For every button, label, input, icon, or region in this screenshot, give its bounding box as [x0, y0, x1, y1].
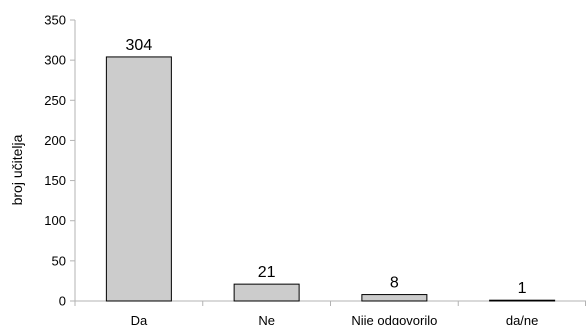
- bar-nije-odgovorilo: [361, 294, 428, 302]
- data-label: 8: [390, 275, 399, 292]
- data-label: 304: [126, 37, 153, 54]
- x-category-label: Da: [131, 313, 148, 325]
- y-tick-label: 50: [52, 253, 66, 268]
- bars: [105, 56, 556, 302]
- x-axis: Da Ne Nije odgovorilo da/ne: [74, 300, 586, 325]
- y-tick-label: 300: [44, 53, 66, 68]
- x-category-label: da/ne: [506, 313, 539, 325]
- y-tick-label: 350: [44, 13, 66, 28]
- bar-da-ne: [489, 299, 556, 302]
- data-labels: 304 21 8 1: [126, 37, 527, 297]
- bar-da: [105, 56, 172, 302]
- y-tick-label: 150: [44, 173, 66, 188]
- y-tick-label: 0: [59, 294, 66, 309]
- data-label: 1: [518, 280, 527, 297]
- y-tick-label: 100: [44, 213, 66, 228]
- x-category-label: Ne: [258, 313, 275, 325]
- y-axis: 0 50 100 150 200 250 300 350: [44, 13, 76, 309]
- y-tick-label: 200: [44, 133, 66, 148]
- y-axis-title: broj učitelja: [9, 134, 25, 205]
- y-tick-label: 250: [44, 93, 66, 108]
- x-category-label: Nije odgovorilo: [351, 313, 437, 325]
- bar-ne: [233, 283, 300, 302]
- data-label: 21: [258, 264, 276, 281]
